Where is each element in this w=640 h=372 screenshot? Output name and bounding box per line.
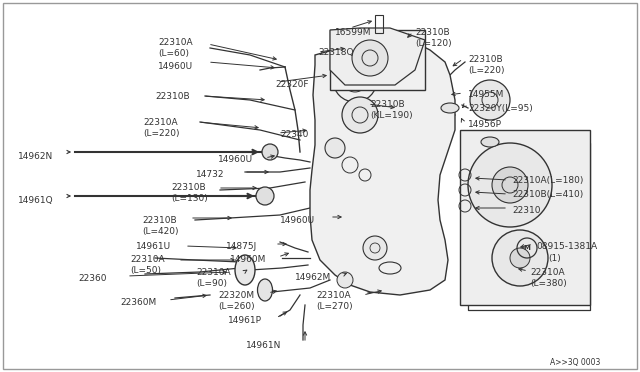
Polygon shape bbox=[310, 38, 455, 295]
Text: (L=90): (L=90) bbox=[196, 279, 227, 288]
Text: 22310A: 22310A bbox=[143, 118, 178, 127]
Text: 14961N: 14961N bbox=[246, 341, 282, 350]
Ellipse shape bbox=[481, 137, 499, 147]
Text: 22310B: 22310B bbox=[171, 183, 205, 192]
Text: 14956P: 14956P bbox=[468, 120, 502, 129]
Text: (L=60): (L=60) bbox=[158, 49, 189, 58]
Text: 22320M: 22320M bbox=[218, 291, 254, 300]
Text: 22340: 22340 bbox=[280, 130, 308, 139]
Text: 22310B: 22310B bbox=[155, 92, 189, 101]
Text: 22320Y(L=95): 22320Y(L=95) bbox=[468, 104, 532, 113]
Text: 22310A: 22310A bbox=[130, 255, 164, 264]
Text: 14961P: 14961P bbox=[228, 316, 262, 325]
Text: 14960U: 14960U bbox=[280, 216, 315, 225]
Ellipse shape bbox=[257, 279, 273, 301]
Circle shape bbox=[363, 236, 387, 260]
Text: 22310: 22310 bbox=[512, 206, 541, 215]
Text: 14960M: 14960M bbox=[230, 255, 266, 264]
Text: 22310A: 22310A bbox=[158, 38, 193, 47]
Text: (L=220): (L=220) bbox=[468, 66, 504, 75]
Text: 22310A(L=180): 22310A(L=180) bbox=[512, 176, 584, 185]
Circle shape bbox=[492, 167, 528, 203]
Text: 22360: 22360 bbox=[78, 274, 106, 283]
Circle shape bbox=[352, 40, 388, 76]
Text: (L=120): (L=120) bbox=[415, 39, 452, 48]
Bar bbox=[460, 130, 590, 305]
Text: 22360M: 22360M bbox=[120, 298, 156, 307]
Text: 14962M: 14962M bbox=[295, 273, 332, 282]
Text: 22310A: 22310A bbox=[530, 268, 564, 277]
Text: 14875J: 14875J bbox=[226, 242, 257, 251]
Text: 22318Q: 22318Q bbox=[318, 48, 353, 57]
Text: 22310B(L=410): 22310B(L=410) bbox=[512, 190, 583, 199]
Text: 22310A: 22310A bbox=[196, 268, 230, 277]
Text: (KL=190): (KL=190) bbox=[370, 111, 413, 120]
Text: 22310B: 22310B bbox=[415, 28, 450, 37]
Circle shape bbox=[325, 138, 345, 158]
Bar bbox=[375, 15, 383, 33]
Text: (L=130): (L=130) bbox=[171, 194, 208, 203]
Circle shape bbox=[468, 143, 552, 227]
Text: 22310A: 22310A bbox=[316, 291, 351, 300]
Text: 08915-1381A: 08915-1381A bbox=[536, 242, 597, 251]
Text: 22310B: 22310B bbox=[142, 216, 177, 225]
Bar bbox=[330, 30, 425, 90]
Text: 14955M: 14955M bbox=[468, 90, 504, 99]
Text: 22310B: 22310B bbox=[468, 55, 502, 64]
Circle shape bbox=[337, 272, 353, 288]
Text: 16599M: 16599M bbox=[335, 28, 371, 37]
Text: 14732: 14732 bbox=[196, 170, 225, 179]
Text: (L=50): (L=50) bbox=[130, 266, 161, 275]
Text: 22320F: 22320F bbox=[275, 80, 308, 89]
Text: 22310B: 22310B bbox=[370, 100, 404, 109]
Text: (L=260): (L=260) bbox=[218, 302, 255, 311]
Circle shape bbox=[262, 144, 278, 160]
Text: 14961U: 14961U bbox=[136, 242, 171, 251]
Circle shape bbox=[342, 97, 378, 133]
Text: (1): (1) bbox=[548, 254, 561, 263]
Text: A>>3Q 0003: A>>3Q 0003 bbox=[550, 358, 600, 367]
Text: (L=380): (L=380) bbox=[530, 279, 567, 288]
Text: 14962N: 14962N bbox=[18, 152, 53, 161]
Text: (L=220): (L=220) bbox=[143, 129, 179, 138]
Ellipse shape bbox=[441, 103, 459, 113]
Circle shape bbox=[510, 248, 530, 268]
Polygon shape bbox=[330, 28, 425, 85]
Text: 14960U: 14960U bbox=[218, 155, 253, 164]
Text: M: M bbox=[524, 245, 531, 251]
Ellipse shape bbox=[235, 255, 255, 285]
Circle shape bbox=[256, 187, 274, 205]
Text: 14960U: 14960U bbox=[158, 62, 193, 71]
Text: (L=420): (L=420) bbox=[142, 227, 179, 236]
Circle shape bbox=[470, 80, 510, 120]
Circle shape bbox=[492, 230, 548, 286]
Text: 14961Q: 14961Q bbox=[18, 196, 54, 205]
Text: (L=270): (L=270) bbox=[316, 302, 353, 311]
